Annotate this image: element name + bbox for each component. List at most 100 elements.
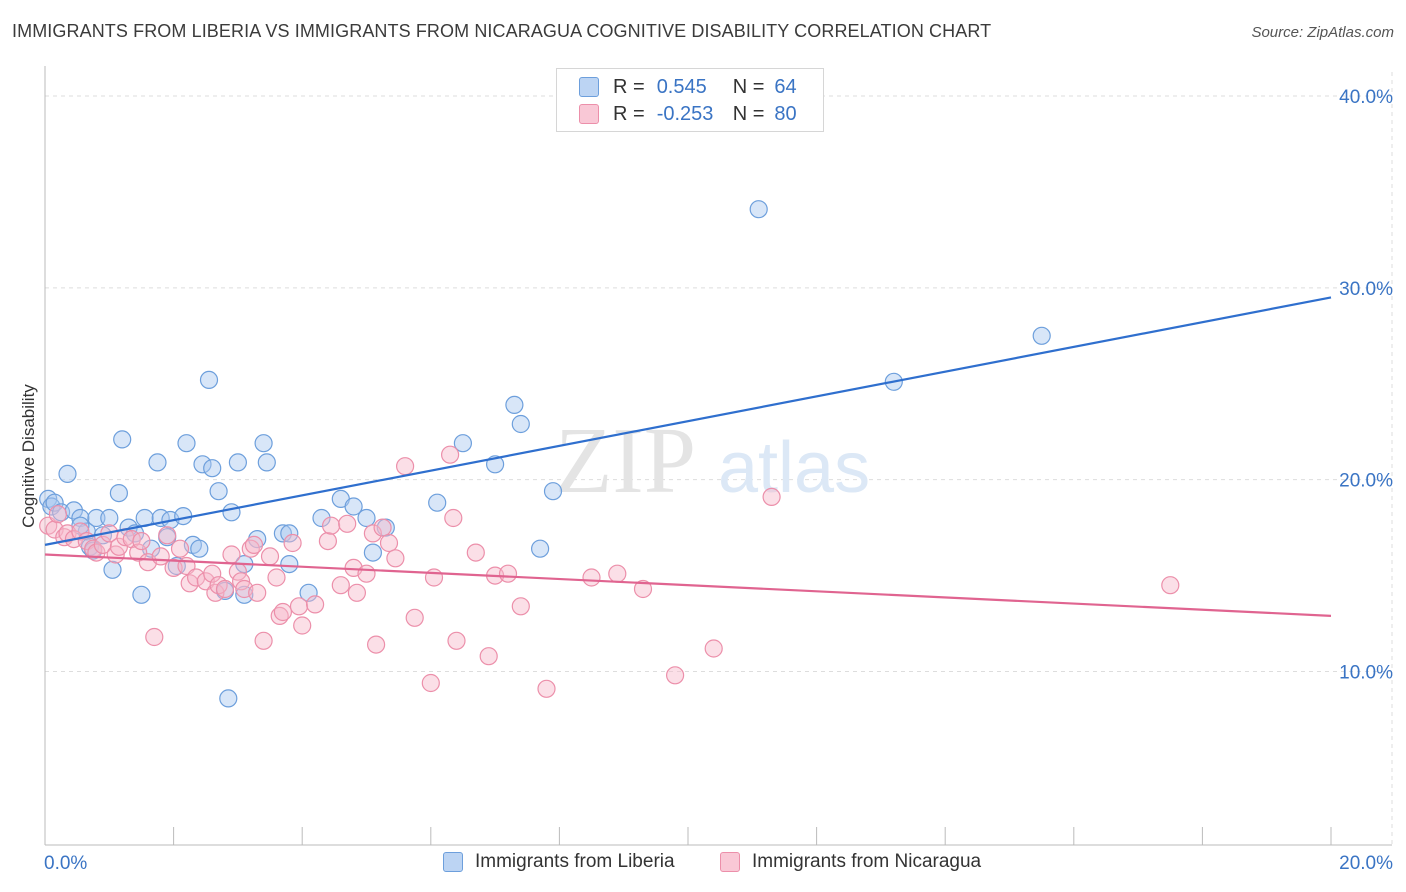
watermark: ZIP atlas (555, 409, 870, 513)
nicaragua-point (441, 445, 460, 464)
tick-labels: 10.0% 20.0% 30.0% 40.0% 0.0% 20.0% (44, 87, 1393, 874)
liberia-point (280, 554, 299, 574)
nicaragua-point (466, 543, 485, 562)
nicaragua-point (633, 579, 653, 599)
trend-lines (44, 296, 1332, 617)
liberia-point (254, 434, 273, 453)
y-tick-label: 40.0% (1339, 87, 1393, 108)
nicaragua-trend-line (44, 553, 1332, 617)
nicaragua-point (158, 526, 177, 545)
liberia-point (428, 493, 447, 512)
liberia-point (505, 395, 524, 414)
liberia-point (273, 524, 292, 543)
watermark-zip: ZIP (555, 409, 696, 513)
liberia-point (511, 414, 530, 434)
nicaragua-point (145, 627, 164, 647)
liberia-point (222, 503, 241, 522)
source-label: Source: ZipAtlas.com (1251, 24, 1394, 41)
liberia-point (299, 583, 318, 602)
nicaragua-point (318, 531, 337, 551)
liberia-point (148, 453, 167, 472)
nicaragua-point (762, 487, 781, 506)
y-tick-label: 20.0% (1339, 471, 1393, 492)
liberia-swatch (579, 77, 599, 97)
nicaragua-point (222, 545, 241, 564)
nicaragua-point (444, 508, 463, 528)
r-label: R = (613, 75, 645, 98)
nicaragua-point (322, 516, 341, 535)
nicaragua-point (379, 533, 399, 553)
legend-row-nicaragua: R = -0.253 N = 80 (579, 102, 797, 126)
liberia-point (1032, 326, 1051, 345)
liberia-point (190, 539, 209, 558)
liberia-point (248, 529, 267, 549)
liberia-point (203, 459, 222, 478)
n-label: N = (732, 102, 765, 125)
nicaragua-point (405, 608, 424, 627)
liberia-point (177, 434, 196, 453)
liberia-point (132, 585, 151, 604)
nicaragua-point (582, 568, 601, 587)
liberia-point (543, 482, 563, 501)
liberia-point (199, 370, 219, 389)
nicaragua-point (537, 679, 556, 698)
liberia-point (109, 484, 129, 503)
nicaragua-point (254, 631, 273, 650)
y-tick-label: 30.0% (1339, 279, 1393, 300)
chart-title: IMMIGRANTS FROM LIBERIA VS IMMIGRANTS FR… (12, 21, 992, 41)
nicaragua-point (479, 647, 498, 666)
nicaragua-point (421, 673, 440, 693)
nicaragua-point (331, 576, 350, 595)
liberia-point (357, 508, 376, 528)
nicaragua-point (386, 549, 405, 568)
r-label: R = (613, 102, 645, 125)
nicaragua-swatch (579, 104, 599, 124)
liberia-point (228, 453, 247, 472)
liberia-point (87, 508, 106, 528)
series-legend: Immigrants from Liberia Immigrants from … (0, 851, 1406, 877)
n-value: 64 (774, 75, 797, 98)
nicaragua-point (203, 564, 222, 583)
nicaragua-point (248, 583, 267, 602)
n-label: N = (732, 75, 765, 98)
nicaragua-point (267, 568, 286, 587)
nicaragua-point (273, 602, 292, 622)
nicaragua-point (283, 533, 302, 553)
liberia-point (280, 524, 299, 543)
liberia-point (219, 689, 238, 708)
n-value: 80 (774, 102, 797, 125)
legend-row-liberia: R = 0.545 N = 64 (579, 75, 797, 99)
liberia-point (45, 493, 64, 512)
nicaragua-swatch (720, 852, 740, 872)
nicaragua-point (289, 597, 309, 616)
nicaragua-point (244, 535, 264, 555)
x-tick-label: 0.0% (44, 853, 87, 874)
nicaragua-point (704, 639, 723, 658)
liberia-point (749, 200, 768, 219)
nicaragua-point (338, 514, 357, 533)
legend-item-liberia: Immigrants from Liberia (443, 851, 675, 873)
liberia-point (530, 539, 550, 558)
nicaragua-point (71, 522, 90, 541)
liberia-point (363, 543, 382, 562)
liberia-point (100, 508, 119, 528)
nicaragua-point (363, 524, 382, 543)
nicaragua-point (347, 583, 366, 602)
nicaragua-point (498, 564, 518, 583)
liberia-point (453, 434, 472, 453)
liberia-point (103, 560, 122, 579)
liberia-trend-line (44, 296, 1332, 546)
nicaragua-point (93, 535, 113, 555)
liberia-point (312, 508, 331, 528)
nicaragua-point (367, 635, 386, 654)
nicaragua-point (511, 597, 530, 616)
r-value: -0.253 (656, 102, 714, 125)
liberia-swatch (443, 852, 463, 872)
legend-label: Immigrants from Nicaragua (752, 851, 982, 872)
nicaragua-point (1161, 576, 1180, 595)
liberia-point (344, 497, 363, 516)
grid-lines (45, 72, 1393, 845)
legend-label: Immigrants from Liberia (475, 851, 675, 872)
nicaragua-point (293, 616, 312, 635)
